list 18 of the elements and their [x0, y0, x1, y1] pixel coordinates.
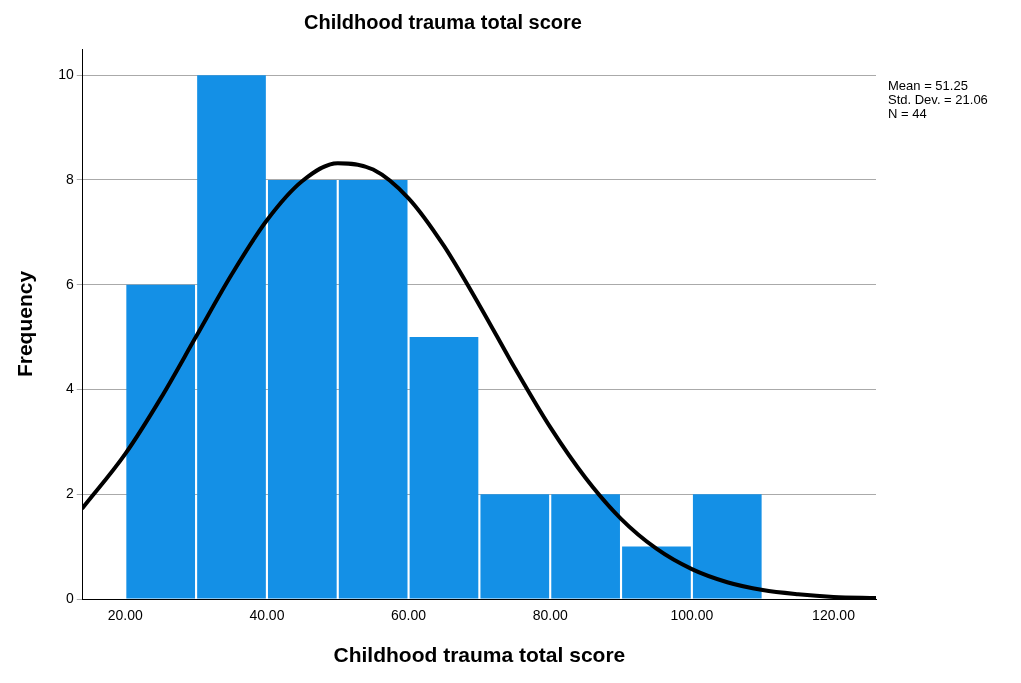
x-tick-label: 60.00: [391, 607, 427, 624]
text: Std. Dev. = 21.06: [888, 92, 988, 108]
y-tick-label: 6: [65, 275, 74, 292]
y-axis-title: Frequency: [13, 270, 37, 378]
chart-title: Childhood trauma total score: [304, 10, 582, 33]
text: N = 44: [888, 106, 927, 122]
x-tick-label: 20.00: [107, 607, 143, 624]
x-tick-label: 100.00: [670, 607, 714, 624]
y-tick-label: 4: [65, 380, 74, 397]
y-tick-label: 10: [58, 66, 74, 83]
y-tick-label: 8: [65, 170, 74, 187]
text: Mean = 51.25: [888, 78, 968, 94]
y-tick-label: 2: [65, 485, 74, 502]
y-tick-label: 0: [65, 589, 74, 606]
x-tick-label: 80.00: [532, 607, 568, 624]
x-axis-title: Childhood trauma total score: [333, 643, 626, 667]
x-tick-label: 40.00: [249, 607, 285, 624]
x-tick-label: 120.00: [812, 607, 856, 624]
